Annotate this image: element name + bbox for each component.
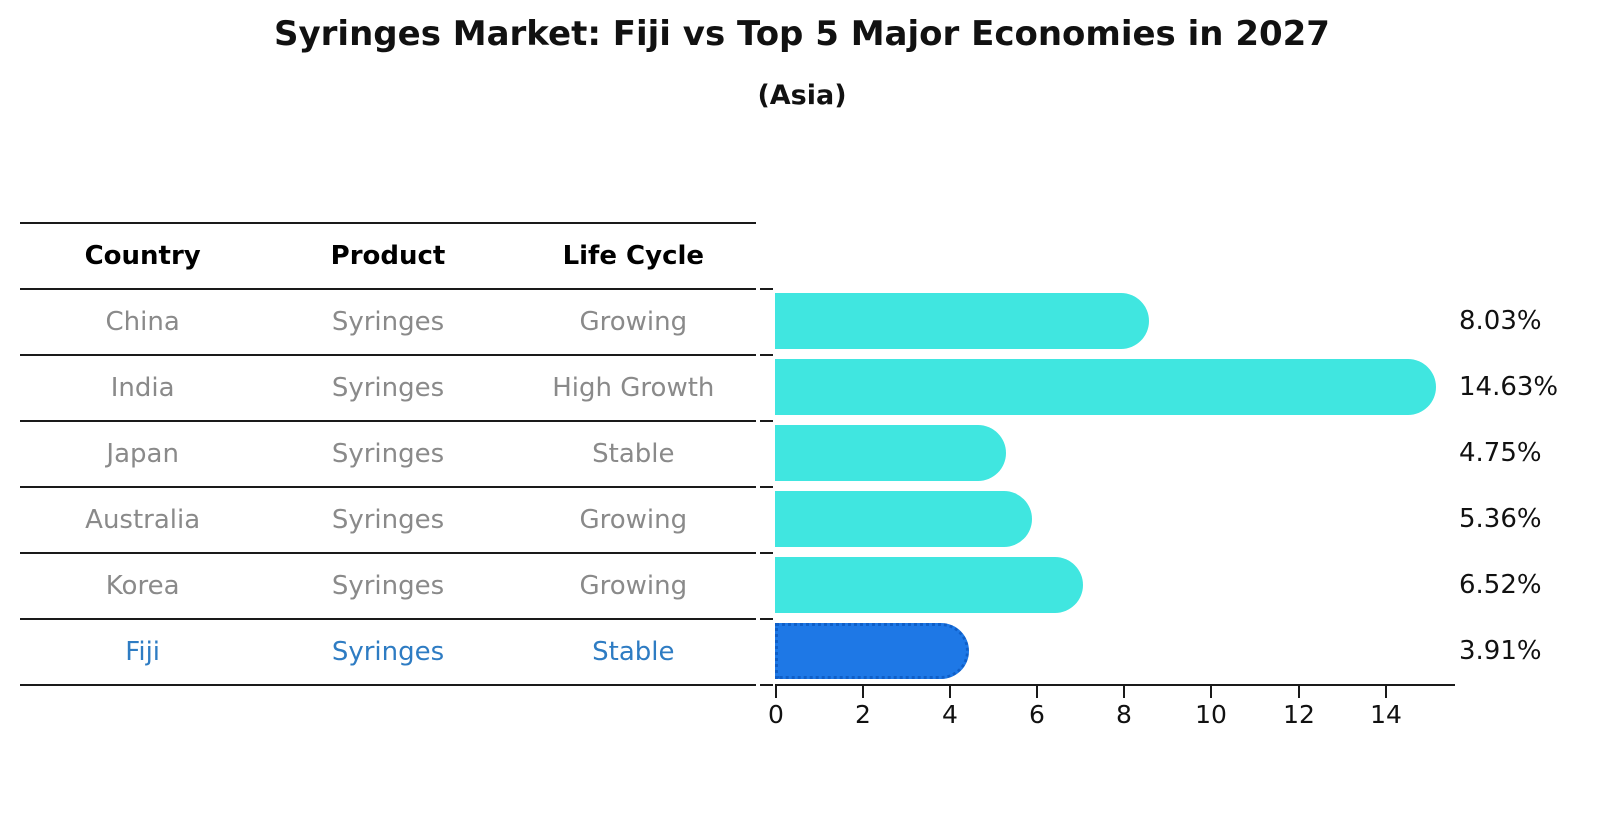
bar-row: 14.63% [775, 354, 1595, 420]
table-cell-life-cycle: Growing [579, 571, 688, 601]
x-axis-tick [1210, 686, 1212, 698]
bar-chart: 8.03% 14.63% 4.75% 5.36% 6.52% 3.91% 0 2 4 6 8 10 12… [760, 288, 1595, 729]
x-axis-tick [862, 686, 864, 698]
page-subtitle: (Asia) [757, 80, 847, 111]
table-cell-life-cycle: Growing [579, 505, 688, 535]
x-axis-tick-label: 12 [1283, 700, 1315, 729]
table-cell-product: Syringes [331, 439, 445, 469]
x-axis-tick-label: 2 [855, 700, 871, 729]
bar-row: 3.91% [775, 618, 1595, 684]
table-row: Japan Syringes Stable [20, 422, 756, 488]
table-cell-life-cycle: Stable [592, 637, 675, 667]
table-cell-country: China [105, 307, 180, 337]
x-axis-line [775, 684, 1455, 686]
y-axis-tick [760, 486, 773, 488]
table-row: India Syringes High Growth [20, 356, 756, 422]
bar-india [775, 359, 1436, 415]
bar-china [775, 293, 1149, 349]
x-axis-tick-label: 6 [1029, 700, 1045, 729]
table-cell-life-cycle: Stable [592, 439, 675, 469]
bar-value-label: 8.03% [1459, 306, 1542, 336]
table-header-cell: Country [84, 241, 201, 271]
table-cell-country: Australia [85, 505, 201, 535]
table-cell-life-cycle: Growing [579, 307, 688, 337]
x-axis-tick-label: 14 [1370, 700, 1402, 729]
table-cell-product: Syringes [331, 637, 445, 667]
bar-japan [775, 425, 1006, 481]
bar-australia [775, 491, 1032, 547]
bar-value-label: 14.63% [1459, 372, 1559, 402]
y-axis-tick [760, 288, 773, 290]
y-axis-tick [760, 354, 773, 356]
x-axis-tick [1298, 686, 1300, 698]
bar-row: 6.52% [775, 552, 1595, 618]
bar-value-label: 5.36% [1459, 504, 1542, 534]
x-axis-tick [1385, 686, 1387, 698]
x-axis-tick-label: 8 [1116, 700, 1132, 729]
bar-korea [775, 557, 1083, 613]
table-cell-country: Fiji [125, 637, 161, 667]
table-cell-product: Syringes [331, 505, 445, 535]
country-table: Country Product Life Cycle China Syringes Gro… [20, 222, 756, 686]
y-axis-tick [760, 420, 773, 422]
table-header-row: Country Product Life Cycle [20, 222, 756, 290]
table-row: Australia Syringes Growing [20, 488, 756, 554]
x-axis-tick-label: 4 [942, 700, 958, 729]
y-axis-tick [760, 684, 773, 686]
bar-row: 8.03% [775, 288, 1595, 354]
table-cell-life-cycle: High Growth [552, 373, 715, 403]
table-cell-product: Syringes [331, 373, 445, 403]
table-row: Fiji Syringes Stable [20, 620, 756, 686]
bar-row: 5.36% [775, 486, 1595, 552]
table-header-cell: Product [330, 241, 446, 271]
table-cell-product: Syringes [331, 307, 445, 337]
y-axis-tick [760, 552, 773, 554]
table-header-cell: Life Cycle [562, 241, 705, 271]
bar-value-label: 6.52% [1459, 570, 1542, 600]
x-axis-tick [775, 686, 777, 698]
page-title: Syringes Market: Fiji vs Top 5 Major Eco… [274, 14, 1330, 54]
x-axis-tick-label: 0 [768, 700, 784, 729]
x-axis-tick-label: 10 [1195, 700, 1227, 729]
y-axis-tick [760, 618, 773, 620]
table-cell-country: Japan [106, 439, 179, 469]
table-row: Korea Syringes Growing [20, 554, 756, 620]
bar-value-label: 4.75% [1459, 438, 1542, 468]
x-axis-tick [1036, 686, 1038, 698]
table-row: China Syringes Growing [20, 290, 756, 356]
bar-row: 4.75% [775, 420, 1595, 486]
x-axis-tick [949, 686, 951, 698]
x-axis-tick [1123, 686, 1125, 698]
bar-highlight-fiji [775, 623, 969, 679]
table-cell-country: Korea [105, 571, 180, 601]
table-cell-product: Syringes [331, 571, 445, 601]
bar-value-label: 3.91% [1459, 636, 1542, 666]
table-cell-country: India [110, 373, 175, 403]
